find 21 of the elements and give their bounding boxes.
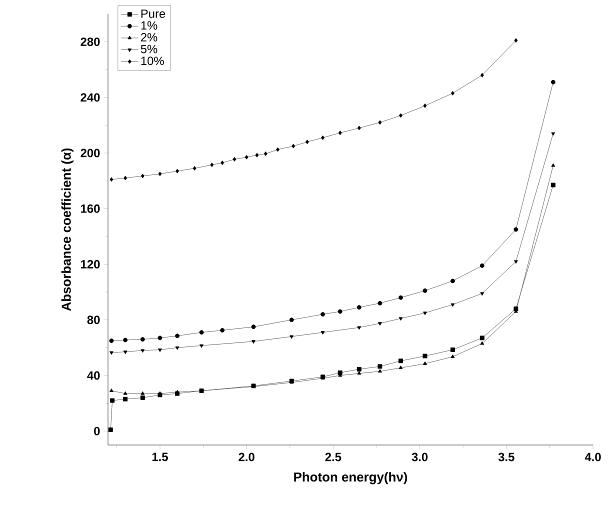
legend-label: 5% bbox=[140, 44, 158, 54]
y-tick-label: 200 bbox=[80, 148, 100, 158]
x-tick-label: 1.5 bbox=[152, 452, 168, 462]
y-tick-label: 280 bbox=[80, 38, 100, 46]
y-axis-title: Absorbance coefficient (α) bbox=[61, 148, 74, 311]
legend-label: 1% bbox=[141, 21, 158, 30]
x-tick-label: 2.0 bbox=[238, 452, 254, 462]
legend-label: Pure bbox=[141, 10, 166, 18]
x-axis-title: Photon energy(hν) bbox=[294, 472, 408, 484]
y-tick-label: 160 bbox=[81, 204, 100, 213]
y-tick-label: 40 bbox=[87, 371, 100, 380]
x-tick-label: 4.0 bbox=[584, 452, 601, 462]
y-tick-label: 240 bbox=[80, 93, 100, 102]
y-tick-label: 0 bbox=[94, 426, 100, 436]
legend-label: 10% bbox=[141, 56, 164, 66]
y-tick-label: 120 bbox=[81, 260, 100, 268]
x-tick-label: 2.5 bbox=[325, 452, 342, 462]
x-tick-label: 3.5 bbox=[498, 452, 514, 462]
x-tick-label: 3.0 bbox=[412, 452, 428, 462]
legend-label: 2% bbox=[140, 33, 158, 42]
y-tick-label: 80 bbox=[87, 316, 100, 324]
